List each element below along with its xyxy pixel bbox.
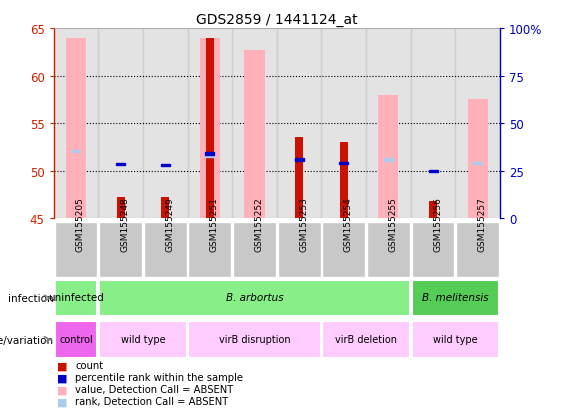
Text: ■: ■ — [56, 373, 67, 382]
Bar — [321, 29, 366, 219]
Text: infection: infection — [8, 293, 54, 304]
Text: GSM155254: GSM155254 — [344, 197, 353, 251]
Text: count: count — [75, 361, 103, 370]
Bar — [277, 29, 321, 219]
Bar — [340, 163, 348, 165]
Bar — [429, 170, 437, 173]
Text: wild type: wild type — [121, 334, 165, 344]
Bar — [98, 29, 143, 219]
Bar — [429, 202, 437, 219]
Text: ■: ■ — [56, 396, 67, 406]
Text: B. melitensis: B. melitensis — [422, 293, 489, 303]
Bar — [116, 198, 125, 219]
FancyBboxPatch shape — [55, 280, 97, 316]
Bar — [66, 38, 86, 219]
FancyBboxPatch shape — [144, 222, 186, 278]
Bar — [295, 159, 303, 161]
FancyBboxPatch shape — [99, 322, 186, 358]
Bar — [379, 95, 398, 219]
Text: GSM155256: GSM155256 — [433, 197, 442, 251]
Text: GSM155249: GSM155249 — [165, 197, 174, 251]
Text: B. arbortus: B. arbortus — [226, 293, 283, 303]
Text: genotype/variation: genotype/variation — [0, 335, 54, 345]
Bar — [72, 150, 80, 153]
Text: ■: ■ — [56, 385, 67, 394]
Bar — [161, 164, 169, 167]
Bar — [340, 143, 348, 219]
FancyBboxPatch shape — [55, 322, 97, 358]
Text: GSM155253: GSM155253 — [299, 197, 308, 251]
Bar — [161, 198, 169, 219]
Text: virB disruption: virB disruption — [219, 334, 290, 344]
Bar — [384, 159, 393, 161]
Text: virB deletion: virB deletion — [335, 334, 397, 344]
FancyBboxPatch shape — [457, 222, 499, 278]
FancyBboxPatch shape — [323, 222, 365, 278]
FancyBboxPatch shape — [278, 222, 320, 278]
Bar — [200, 38, 220, 219]
Text: GSM155257: GSM155257 — [477, 197, 486, 251]
Bar — [366, 29, 411, 219]
FancyBboxPatch shape — [99, 222, 142, 278]
Bar — [468, 100, 488, 219]
FancyBboxPatch shape — [189, 222, 231, 278]
Bar — [411, 29, 455, 219]
Text: wild type: wild type — [433, 334, 477, 344]
Bar — [143, 29, 188, 219]
Text: value, Detection Call = ABSENT: value, Detection Call = ABSENT — [75, 385, 233, 394]
Text: GSM155255: GSM155255 — [389, 197, 397, 251]
Bar — [54, 29, 98, 219]
Text: rank, Detection Call = ABSENT: rank, Detection Call = ABSENT — [75, 396, 228, 406]
Bar — [295, 138, 303, 219]
Bar — [245, 51, 264, 219]
Title: GDS2859 / 1441124_at: GDS2859 / 1441124_at — [196, 12, 358, 26]
Text: ■: ■ — [56, 361, 67, 370]
FancyBboxPatch shape — [412, 222, 454, 278]
Bar — [206, 155, 214, 157]
FancyBboxPatch shape — [323, 322, 410, 358]
Bar — [116, 164, 125, 166]
FancyBboxPatch shape — [233, 222, 276, 278]
Text: uninfected: uninfected — [48, 293, 104, 303]
FancyBboxPatch shape — [367, 222, 410, 278]
Text: GSM155251: GSM155251 — [210, 197, 219, 251]
Bar — [188, 29, 232, 219]
Text: control: control — [59, 334, 93, 344]
FancyBboxPatch shape — [55, 222, 97, 278]
FancyBboxPatch shape — [412, 322, 499, 358]
Text: GSM155205: GSM155205 — [76, 197, 85, 251]
Text: GSM155248: GSM155248 — [121, 197, 129, 251]
Text: percentile rank within the sample: percentile rank within the sample — [75, 373, 243, 382]
FancyBboxPatch shape — [189, 322, 320, 358]
Bar — [206, 38, 214, 219]
Bar — [473, 163, 482, 165]
FancyBboxPatch shape — [412, 280, 499, 316]
Bar — [232, 29, 277, 219]
Bar — [206, 153, 214, 155]
FancyBboxPatch shape — [99, 280, 410, 316]
Bar — [455, 29, 500, 219]
Text: GSM155252: GSM155252 — [254, 197, 263, 251]
